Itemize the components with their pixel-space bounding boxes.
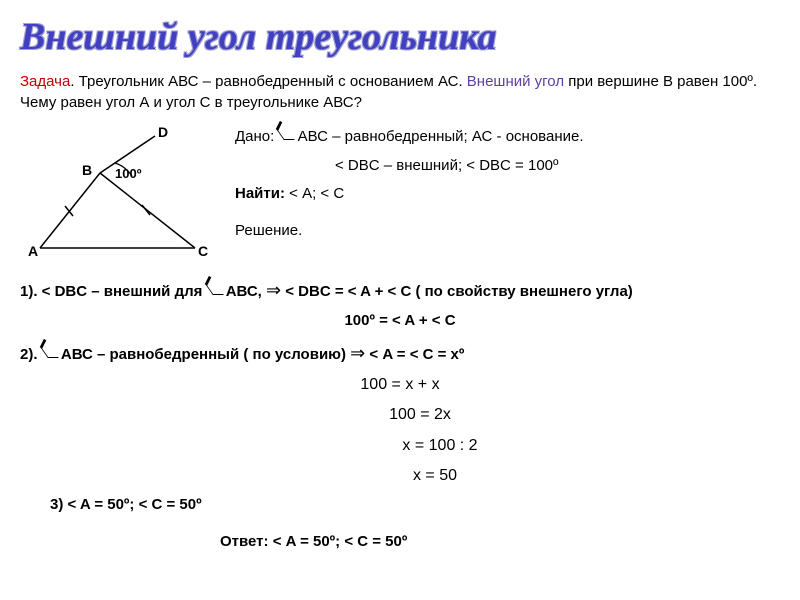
triangle-svg: [20, 118, 220, 268]
ext-angle-term: Внешний угол: [467, 73, 564, 90]
eq2: 100 = 2x: [60, 400, 780, 430]
label-angle: 100º: [115, 166, 141, 181]
step-1: 1). < DBC – внешний для АВС, ⇒ < DBC = <…: [20, 273, 780, 307]
answer: Ответ: < A = 50º; < C = 50º: [220, 528, 780, 557]
eq4: x = 50: [90, 461, 780, 491]
label-b: В: [82, 162, 92, 178]
page-title: Внешний угол треугольника: [20, 15, 780, 59]
solution-label: Решение.: [235, 217, 780, 246]
triangle-icon: [40, 347, 59, 358]
task-word: Задача: [20, 73, 70, 90]
triangle-icon: [205, 284, 224, 295]
given-line2: < DBC – внешний; < DBC = 100º: [335, 152, 780, 181]
find-line: Найти: < А; < С: [235, 180, 780, 209]
problem-statement: Задача. Треугольник АВС – равнобедренный…: [20, 71, 780, 113]
label-c: С: [198, 243, 208, 259]
given-block: Дано: АВС – равнобедренный; АС - основан…: [235, 118, 780, 245]
step-1-eq: 100º = < A + < C: [20, 307, 780, 336]
label-d: D: [158, 124, 168, 140]
eq1: 100 = x + x: [20, 370, 780, 400]
eq3: x = 100 : 2: [100, 431, 780, 461]
label-a: А: [28, 243, 38, 259]
given-line1: Дано: АВС – равнобедренный; АС - основан…: [235, 123, 780, 152]
step-3: 3) < A = 50º; < C = 50º: [50, 491, 780, 520]
triangle-diagram: А В С D 100º: [20, 118, 220, 268]
triangle-icon: [277, 129, 296, 140]
step-2: 2). АВС – равнобедренный ( по условию) ⇒…: [20, 336, 780, 370]
solution-block: 1). < DBC – внешний для АВС, ⇒ < DBC = <…: [20, 273, 780, 556]
top-section: А В С D 100º Дано: АВС – равнобедренный;…: [20, 118, 780, 268]
